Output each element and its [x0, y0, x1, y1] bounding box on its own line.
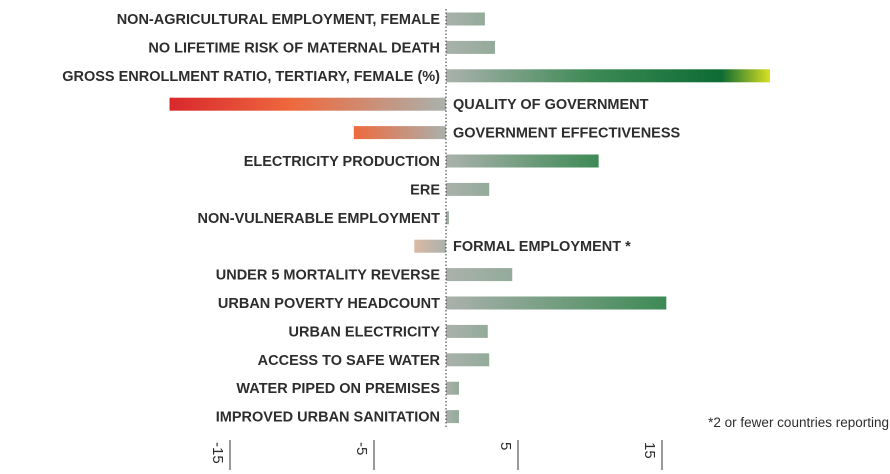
category-label-non-agricultural-employment-female: NON-AGRICULTURAL EMPLOYMENT, FEMALE: [117, 12, 441, 28]
category-label-non-vulnerable-employment: NON-VULNERABLE EMPLOYMENT: [198, 211, 441, 227]
bar-non-agricultural-employment-female: [446, 12, 485, 26]
bar-formal-employment: [414, 239, 446, 253]
category-label-access-to-safe-water: ACCESS TO SAFE WATER: [258, 353, 441, 369]
bar-urban-electricity: [446, 324, 488, 338]
bar-improved-urban-sanitation: [446, 410, 459, 424]
bar-urban-poverty-headcount: [446, 296, 667, 310]
category-label-under-5-mortality-reverse: UNDER 5 MORTALITY REVERSE: [216, 268, 441, 284]
category-label-electricity-production: ELECTRICITY PRODUCTION: [244, 154, 440, 170]
category-label-no-lifetime-risk-of-maternal-death: NO LIFETIME RISK OF MATERNAL DEATH: [148, 40, 440, 56]
bar-non-vulnerable-employment: [446, 211, 449, 225]
bar-no-lifetime-risk-of-maternal-death: [446, 40, 495, 54]
bar-access-to-safe-water: [446, 353, 490, 367]
x-tick-label: 5: [497, 442, 514, 450]
x-tick-label: -5: [353, 442, 370, 455]
category-label-gross-enrollment-ratio-tertiary-female: GROSS ENROLLMENT RATIO, TERTIARY, FEMALE…: [62, 69, 440, 85]
category-label-water-piped-on-premises: WATER PIPED ON PREMISES: [236, 381, 440, 397]
category-label-formal-employment: FORMAL EMPLOYMENT *: [453, 239, 631, 255]
x-tick-label: -15: [209, 442, 226, 464]
footnote: *2 or fewer countries reporting: [708, 415, 889, 430]
category-labels-group: NON-AGRICULTURAL EMPLOYMENT, FEMALE NO LI…: [62, 12, 680, 426]
x-tick-label: 15: [641, 442, 658, 459]
bar-gross-enrollment-ratio-tertiary-female: [446, 69, 770, 83]
bar-quality-of-government: [169, 97, 446, 111]
category-label-ere: ERE: [410, 182, 440, 198]
category-label-urban-electricity: URBAN ELECTRICITY: [289, 324, 441, 340]
category-label-government-effectiveness: GOVERNMENT EFFECTIVENESS: [453, 126, 681, 142]
bar-water-piped-on-premises: [446, 381, 459, 395]
bar-ere: [446, 182, 490, 196]
bar-government-effectiveness: [353, 126, 446, 140]
category-label-quality-of-government: QUALITY OF GOVERNMENT: [453, 97, 649, 113]
category-label-urban-poverty-headcount: URBAN POVERTY HEADCOUNT: [218, 296, 440, 312]
category-label-improved-urban-sanitation: IMPROVED URBAN SANITATION: [216, 410, 440, 426]
bar-electricity-production: [446, 154, 599, 168]
x-axis-ticks-group: -15 -5 5 15: [209, 440, 663, 470]
bars-group: [169, 12, 770, 424]
bar-under-5-mortality-reverse: [446, 268, 513, 282]
